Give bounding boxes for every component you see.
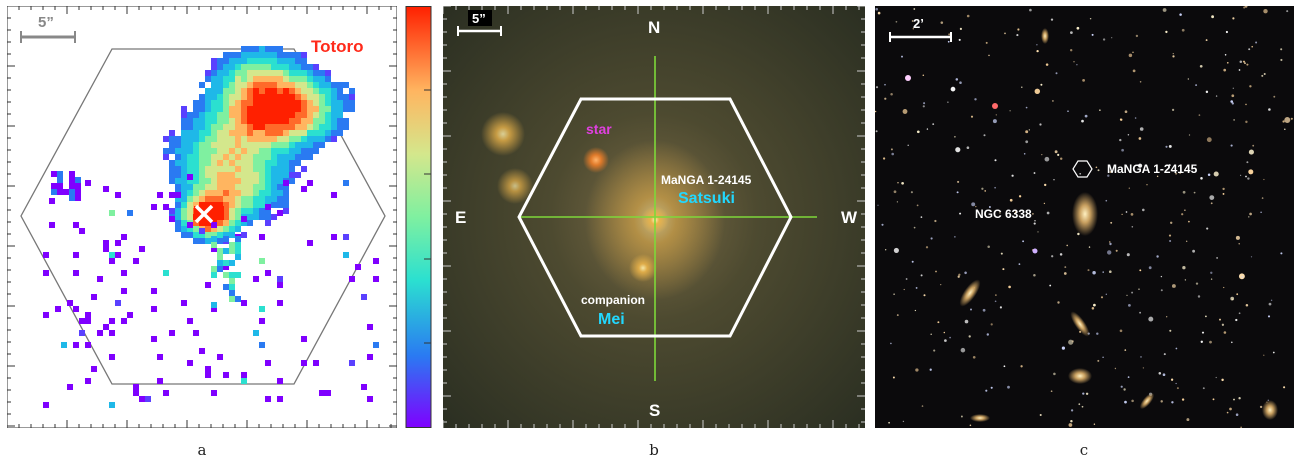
colorbar-gradient [405, 6, 432, 428]
ifu-hexagon-outline [20, 48, 386, 385]
ifu-hexagon-outline-b [517, 97, 793, 338]
caption-c: c [1079, 441, 1089, 459]
compass-west: W [841, 208, 858, 227]
scale-bar-b-label: 5” [472, 11, 486, 26]
target-id-label: MaNGA 1-24145 [661, 173, 752, 187]
ngc-6338-galaxy [1072, 192, 1098, 236]
panel-b: 5” N S E W star MaNGA 1-24145 Satsuki co… [442, 5, 865, 428]
panel-c: 2’ MaNGA 1-24145 NGC 6338 [874, 5, 1294, 428]
compass-south: S [649, 401, 660, 420]
panel-b-ticks [442, 5, 865, 428]
companion-label: companion [581, 293, 645, 307]
scale-bar-a: 5” [20, 14, 76, 43]
panel-a-ticks [6, 5, 397, 428]
panel-a-map: 5” Totoro [6, 5, 398, 429]
crosshair [519, 56, 817, 381]
manga-hexagon-marker [1072, 160, 1093, 178]
panel-c-image: 2’ MaNGA 1-24145 NGC 6338 [874, 5, 1294, 428]
cluster-label: NGC 6338 [975, 207, 1032, 221]
compass-north: N [648, 18, 660, 37]
scale-bar-c-label: 2’ [913, 16, 924, 31]
compass-east: E [455, 208, 466, 227]
companion-name-mei: Mei [598, 311, 625, 328]
object-name-totoro: Totoro [311, 37, 364, 56]
scale-bar-b: 5” [457, 10, 502, 36]
target-id-label-c: MaNGA 1-24145 [1107, 162, 1198, 176]
center-marker-icon [194, 204, 214, 224]
star-field [874, 5, 1293, 428]
star-label: star [586, 121, 612, 137]
scale-bar-c: 2’ [889, 16, 952, 42]
panel-a: 5” Totoro [6, 5, 398, 429]
foreground-star [583, 147, 609, 173]
target-name-satsuki: Satsuki [678, 190, 735, 207]
caption-b: b [649, 441, 659, 459]
colorbar [405, 6, 433, 428]
scale-bar-a-label: 5” [38, 14, 54, 31]
panel-b-image: 5” N S E W star MaNGA 1-24145 Satsuki co… [442, 5, 865, 428]
emission-pixel-map [43, 46, 379, 408]
companion-galaxy-mei [629, 254, 657, 282]
caption-a: a [197, 441, 207, 459]
